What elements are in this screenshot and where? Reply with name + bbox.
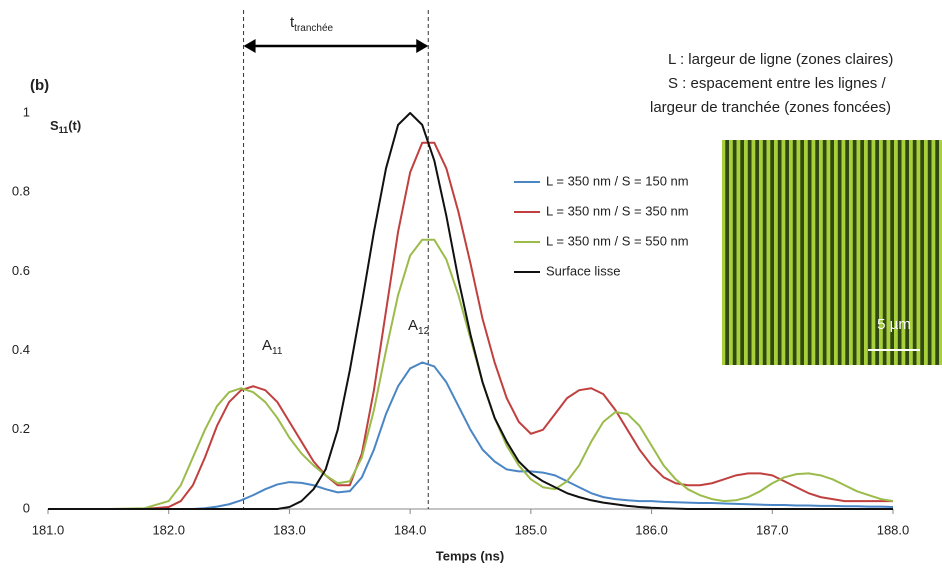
- y-label-sub: 11: [59, 125, 69, 135]
- arrow-head: [243, 39, 256, 53]
- x-tick-label: 182.0: [152, 522, 185, 537]
- x-tick-label: 185.0: [515, 522, 548, 537]
- y-axis-label: S11(t): [50, 118, 81, 135]
- chart-title: (b): [30, 77, 49, 94]
- note: L : largeur de ligne (zones claires): [668, 51, 893, 68]
- scale-bar-label: 5 µm: [877, 316, 911, 333]
- peak-sub: 11: [272, 346, 283, 357]
- legend-label: Surface lisse: [546, 263, 620, 278]
- legend-label: L = 350 nm / S = 150 nm: [546, 173, 689, 188]
- y-tick-label: 1: [23, 104, 30, 119]
- peak-sub: 12: [418, 326, 430, 337]
- x-tick-label: 181.0: [32, 522, 65, 537]
- series-line: [48, 361, 894, 510]
- arrow-head: [416, 39, 429, 53]
- series-line: [48, 112, 893, 510]
- y-tick-label: 0.2: [12, 421, 30, 436]
- y-tick-label: 0.8: [12, 184, 30, 199]
- peak-base: A: [262, 337, 272, 354]
- series-line: [48, 141, 893, 510]
- note: S : espacement entre les lignes /: [668, 75, 886, 92]
- x-tick-label: 183.0: [273, 522, 306, 537]
- peak-base: A: [408, 317, 418, 334]
- y-tick-label: 0.6: [12, 263, 30, 278]
- micrograph: [722, 140, 942, 365]
- note: largeur de tranchée (zones foncées): [650, 99, 891, 116]
- y-tick-label: 0.4: [12, 342, 30, 357]
- interval-sub: tranchée: [294, 23, 333, 34]
- peak-label: A12: [408, 317, 430, 337]
- x-axis-label: Temps (ns): [436, 548, 504, 563]
- peak-label: A11: [262, 337, 283, 357]
- y-tick-label: 0: [23, 500, 30, 515]
- legend-label: L = 350 nm / S = 550 nm: [546, 233, 689, 248]
- y-label-tail: (t): [68, 118, 81, 133]
- x-tick-label: 186.0: [635, 522, 668, 537]
- x-tick-label: 188.0: [877, 522, 910, 537]
- y-label-base: S: [50, 118, 59, 133]
- interval-base: t: [290, 14, 295, 31]
- x-tick-label: 184.0: [394, 522, 427, 537]
- series-line: [48, 238, 894, 510]
- x-tick-label: 187.0: [756, 522, 789, 537]
- interval-label: ttranchée: [290, 14, 334, 34]
- legend-label: L = 350 nm / S = 350 nm: [546, 203, 689, 218]
